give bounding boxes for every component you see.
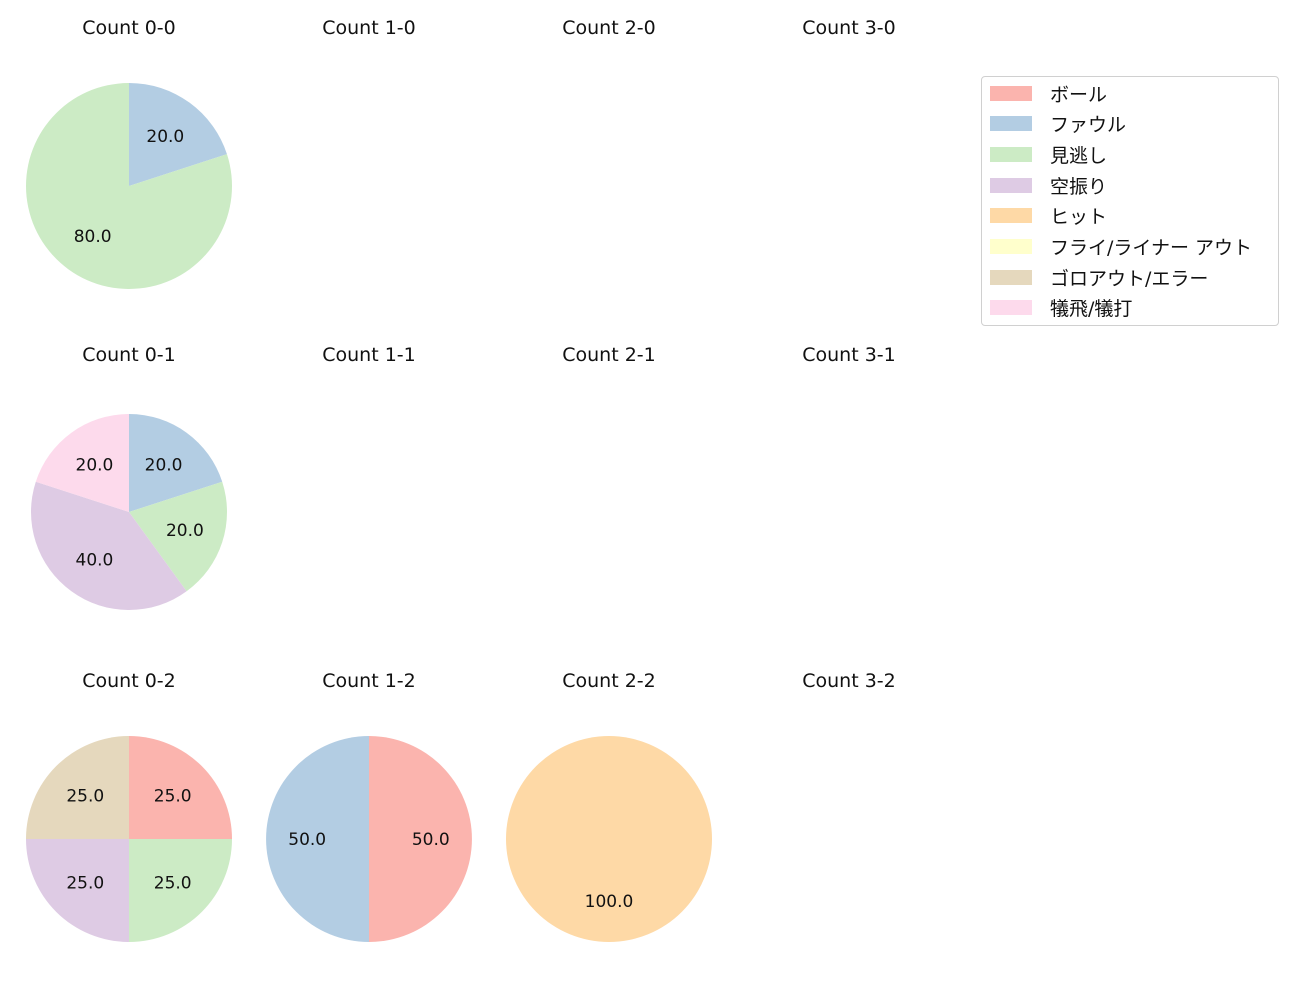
subplot-title: Count 2-2	[562, 670, 656, 692]
pie-count-0-1: 20.0 20.0 40.0 20.0	[30, 414, 227, 610]
pie-slice	[129, 481, 227, 592]
slice-label: 50.0	[288, 830, 326, 850]
slice-label: 40.0	[76, 551, 114, 571]
legend-swatch	[990, 269, 1032, 285]
subplot-title: Count 3-2	[802, 670, 896, 692]
slice-label: 20.0	[76, 455, 114, 475]
pie-slice	[25, 83, 233, 289]
slice-label: 25.0	[154, 786, 192, 806]
legend-swatch	[990, 300, 1032, 316]
legend-item: 見逃し	[990, 142, 1108, 167]
subplot-title: Count 3-1	[802, 344, 896, 366]
pie-slice	[26, 839, 129, 942]
pie-slice	[266, 736, 369, 942]
subplot-title: Count 3-0	[802, 17, 896, 39]
legend-swatch	[990, 177, 1032, 193]
legend-label: 見逃し	[1050, 144, 1108, 167]
legend-swatch	[990, 146, 1032, 162]
legend-item: 犠飛/犠打	[990, 296, 1132, 320]
slice-label: 25.0	[66, 786, 104, 806]
pie-slice	[506, 736, 712, 942]
legend-label: 空振り	[1050, 175, 1108, 198]
slice-label: 80.0	[74, 227, 112, 247]
pie-slice	[369, 736, 472, 942]
slice-label: 25.0	[66, 874, 104, 894]
pie-slice	[129, 839, 232, 942]
legend-label: ゴロアウト/エラー	[1050, 267, 1209, 290]
subplot-title: Count 2-1	[562, 344, 656, 366]
pie-slice	[35, 414, 129, 512]
pie-slice	[26, 736, 129, 839]
pie-slice	[129, 414, 223, 512]
subplot-title: Count 1-1	[322, 344, 416, 366]
legend-swatch	[990, 239, 1032, 254]
legend-item: ゴロアウト/エラー	[990, 265, 1209, 290]
subplot-title: Count 1-0	[322, 17, 416, 39]
slice-label: 50.0	[412, 830, 450, 850]
legend-label: ファウル	[1050, 114, 1127, 137]
subplot-title: Count 0-1	[82, 344, 176, 366]
slice-label: 100.0	[585, 892, 634, 912]
pie-count-0-2: 25.0 25.0 25.0 25.0	[26, 736, 232, 942]
legend: ボールファウル見逃し空振りヒットフライ/ライナー アウト ゴロアウト/エラー 犠飛/…	[981, 76, 1279, 326]
legend-item: ファウル	[990, 112, 1126, 136]
pie-count-1-2: 50.0 50.0	[266, 736, 472, 942]
legend-swatch	[990, 208, 1032, 224]
slice-label: 20.0	[166, 521, 204, 541]
pie-slice	[129, 83, 227, 186]
legend-swatch	[990, 85, 1032, 101]
slice-label: 20.0	[146, 127, 184, 147]
pie-count-2-2: 100.0	[506, 736, 712, 942]
legend-item: ボール	[990, 81, 1108, 106]
legend-item: フライ/ライナー アウト	[990, 235, 1252, 259]
pie-slice	[129, 736, 232, 839]
pie-count-0-0: 20.0 80.0	[25, 83, 233, 289]
subplot-title: Count 1-2	[322, 670, 416, 692]
legend-item: 空振り	[990, 173, 1108, 198]
pie-slice	[30, 481, 187, 610]
subplot-title: Count 0-2	[82, 670, 176, 692]
legend-item: ヒット	[990, 204, 1107, 228]
legend-swatch	[990, 116, 1032, 132]
subplot-title: Count 2-0	[562, 17, 656, 39]
legend-label: 犠飛/犠打	[1050, 298, 1133, 321]
legend-label: ヒット	[1050, 206, 1108, 229]
slice-label: 25.0	[154, 874, 192, 894]
subplot-title: Count 0-0	[82, 17, 176, 39]
slice-label: 20.0	[145, 455, 183, 475]
legend-label: ボール	[1050, 83, 1108, 106]
legend-label: フライ/ライナー アウト	[1050, 237, 1253, 259]
